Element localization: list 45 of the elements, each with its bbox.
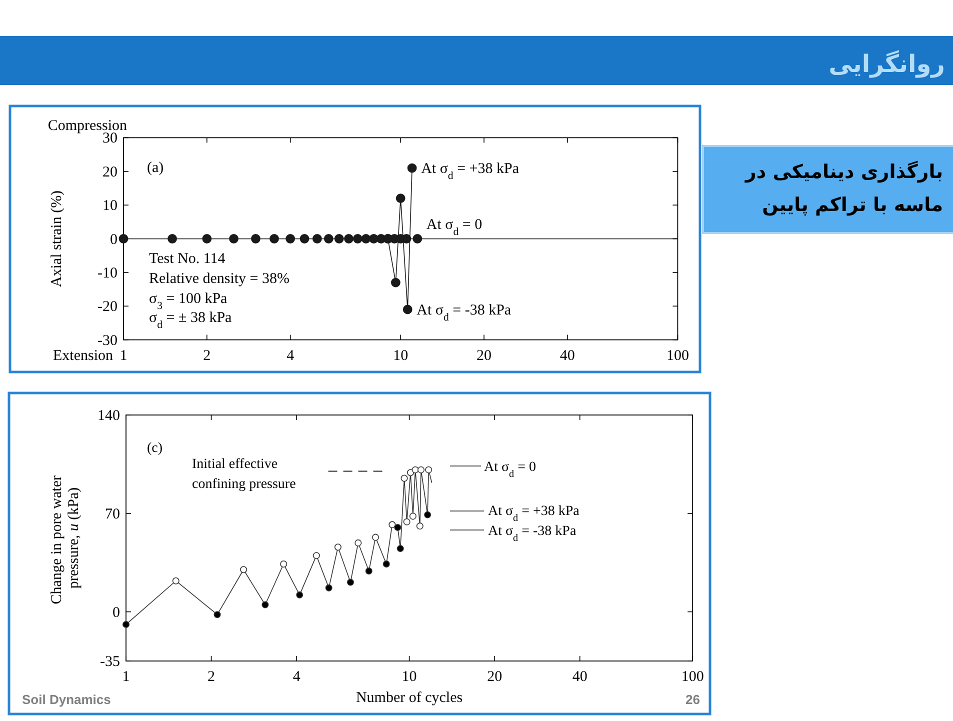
annotation: (a) — [147, 160, 164, 176]
x-tick-label: 40 — [572, 669, 588, 685]
x-tick-label: 40 — [560, 348, 575, 364]
x-tick-label: 1 — [120, 348, 128, 364]
annotation: At σ$_{d}$ = +38 kPa — [421, 161, 520, 182]
x-tick-label: 2 — [203, 348, 211, 364]
y-tick-label: -30 — [98, 332, 118, 349]
y-tick-label: 10 — [102, 198, 118, 214]
x-tick-label: 4 — [292, 669, 301, 685]
x-axis-title: Number of cycles — [356, 690, 463, 706]
y-tick-label: 140 — [98, 408, 120, 424]
annotation: At σ$_{d}$ = 0 — [426, 216, 482, 238]
text: ماسه با تراکم پایین — [762, 194, 943, 216]
annotation: (c) — [147, 441, 163, 456]
annotation: At σ$_{d}$ = 0 — [484, 460, 536, 480]
text: Extension — [53, 348, 114, 364]
text: بارگذاری دینامیکی در — [744, 160, 943, 183]
y-tick-label: 20 — [102, 164, 118, 180]
y-tick-label: -20 — [98, 299, 118, 316]
annotation: At σ$_{d}$ = -38 kPa — [416, 302, 512, 324]
annotation: σ$_{d}$ = ± 38 kPa — [149, 310, 232, 331]
x-tick-label: 2 — [208, 669, 216, 685]
y-tick-label: -35 — [100, 654, 120, 670]
text: Soil Dynamics — [22, 692, 111, 707]
text: روانگرایی — [828, 50, 945, 78]
x-tick-label: 20 — [476, 348, 492, 364]
annotation: Test No. 114 — [149, 251, 226, 267]
x-tick-label: 10 — [402, 669, 417, 685]
y-tick-label: -10 — [98, 265, 118, 282]
annotation: At σ$_{d}$ = +38 kPa — [488, 504, 580, 524]
annotation: Relative density = 38% — [149, 271, 290, 287]
x-tick-label: 20 — [487, 669, 502, 685]
x-tick-label: 100 — [666, 348, 689, 364]
text: 26 — [686, 692, 700, 707]
x-tick-label: 10 — [393, 348, 408, 364]
annotation: σ$_{3}$ = 100 kPa — [149, 291, 228, 312]
y-tick-label: 0 — [112, 604, 120, 621]
annotation: At σ$_{d}$ = -38 kPa — [488, 524, 577, 544]
x-tick-label: 4 — [286, 348, 295, 364]
y-tick-label: 70 — [105, 506, 120, 522]
y-tick-label: 0 — [110, 232, 118, 248]
y-axis-title: Axial strain (%) — [49, 190, 65, 288]
x-tick-label: 100 — [681, 669, 704, 685]
x-tick-label: 1 — [122, 669, 130, 685]
ref-line-label: Initial effective confining pressure — [192, 457, 296, 492]
